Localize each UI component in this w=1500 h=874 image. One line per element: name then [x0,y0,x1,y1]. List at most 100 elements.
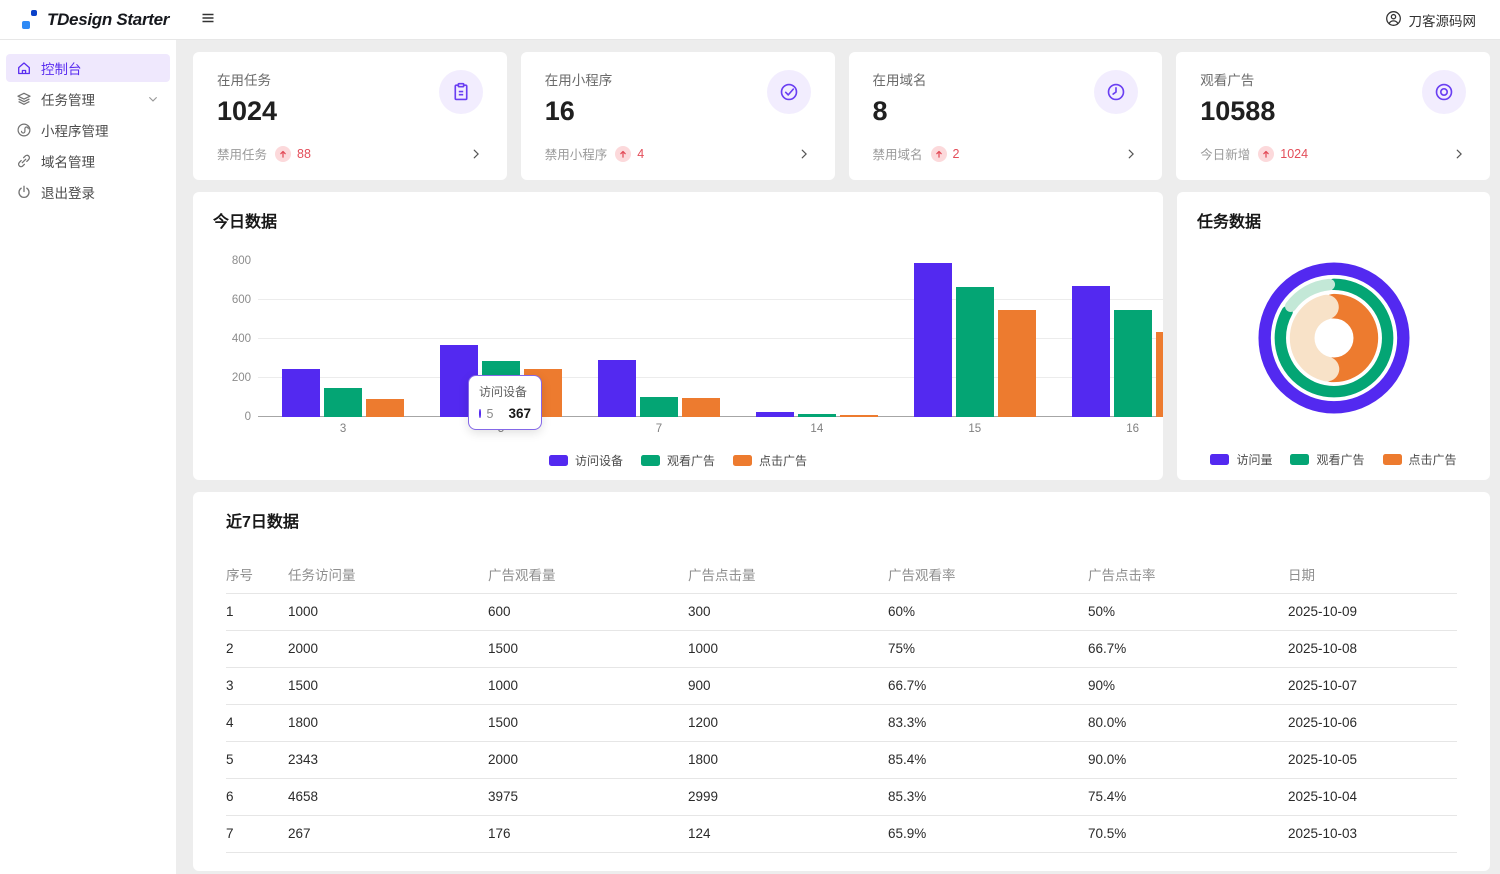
table-cell: 2025-10-04 [1288,778,1457,816]
bar-观看广告-16[interactable] [1113,309,1152,417]
table-header-row: 序号 任务访问量 广告观看量 广告点击量 广告观看率 广告点击率 日期 [226,555,1457,594]
donut-segment-访问量[interactable] [1257,262,1410,414]
sidebar-item-3[interactable]: 域名管理 [6,147,170,175]
home-icon [16,60,32,76]
column-header: 广告观看量 [488,555,688,594]
legend-swatch [1290,454,1310,465]
legend-item-点击广告[interactable]: 点击广告 [733,452,807,469]
bar-点击广告-16[interactable] [1155,331,1163,417]
table-cell: 1800 [688,741,888,779]
logo-text: TDesign Starter [47,9,170,29]
bar-观看广告-7[interactable] [639,396,678,417]
chevron-down-icon [146,92,160,106]
clock-icon [1094,70,1139,114]
donut-segment-点击广告[interactable] [1289,293,1378,383]
bar-观看广告-15[interactable] [955,287,994,417]
bar-点击广告-15[interactable] [997,309,1036,417]
stat-card-0: 在用任务 1024 禁用任务 88 [193,52,507,180]
bar-观看广告-3[interactable] [324,388,363,417]
sidebar-item-2[interactable]: 小程序管理 [6,116,170,144]
legend-item-点击广告[interactable]: 点击广告 [1382,451,1457,468]
column-header: 广告点击量 [688,555,888,594]
bar-访问设备-3[interactable] [282,369,321,417]
trend-badge: 88 [275,145,311,162]
legend-label: 点击广告 [1408,453,1457,467]
donut-chart-legend: 访问量 观看广告 点击广告 [1197,451,1470,468]
arrow-up-icon [615,145,632,162]
legend-swatch [640,455,660,466]
arrow-up-icon [275,145,292,162]
bar-chart-title: 今日数据 [213,214,278,231]
legend-swatch [733,455,752,466]
bar-chart-plot: 0 200 400 600 800 [213,255,1163,423]
bar-点击广告-7[interactable] [681,397,720,417]
table-cell: 70.5% [1088,815,1288,853]
miniprogram-icon [16,122,32,138]
table-cell: 1500 [288,667,488,705]
legend-item-访问量[interactable]: 访问量 [1210,451,1272,468]
table-cell: 4658 [288,778,488,816]
main-content: 在用任务 1024 禁用任务 88 在用小程序 16 禁用小程序 4 在用域名 8 禁用域名 2 观看广… [176,40,1500,874]
table-cell: 2025-10-03 [1288,815,1457,853]
sidebar-item-label: 退出登录 [41,186,95,201]
x-tick-label: 7 [655,423,663,435]
legend-item-观看广告[interactable]: 观看广告 [640,452,715,469]
stat-label: 观看广告 [1200,73,1255,88]
chevron-right-icon[interactable] [469,147,483,161]
sidebar-item-0[interactable]: 控制台 [6,54,170,82]
donut-chart[interactable] [1197,232,1470,438]
bar-点击广告-14[interactable] [839,415,878,417]
table-cell: 300 [688,593,888,631]
bar-访问设备-14[interactable] [755,412,794,417]
y-tick-label: 200 [231,372,251,384]
table-cell: 1000 [488,667,688,705]
column-header: 广告观看率 [888,555,1088,594]
bar-chart-area[interactable] [258,261,1163,417]
bar-访问设备-15[interactable] [913,262,952,417]
stat-footer-label: 今日新增 [1200,148,1251,162]
sidebar-item-1[interactable]: 任务管理 [6,85,170,113]
donut-chart-title: 任务数据 [1197,214,1262,231]
eye-icon [1422,70,1466,114]
legend-item-观看广告[interactable]: 观看广告 [1290,451,1365,468]
table-cell: 85.4% [888,741,1088,779]
table-cell: 66.7% [1088,630,1288,668]
table-cell: 1000 [288,593,488,631]
link-icon [16,153,32,169]
arrow-up-icon [1258,145,1275,162]
legend-item-访问设备[interactable]: 访问设备 [548,452,623,469]
stat-footer-label: 禁用小程序 [544,148,608,162]
bar-点击广告-3[interactable] [366,399,405,417]
tooltip-series-label: 5 [486,406,494,421]
table-cell: 1 [226,593,288,631]
donut-segment-观看广告[interactable] [1274,278,1393,398]
chevron-right-icon[interactable] [1124,147,1138,161]
app-logo[interactable]: TDesign Starter [22,9,180,31]
table-cell: 267 [288,815,488,853]
y-tick-label: 400 [231,333,251,345]
stat-card-3: 观看广告 10588 今日新增 1024 [1176,52,1490,180]
bar-访问设备-7[interactable] [597,360,636,417]
table-cell: 900 [688,667,888,705]
chevron-right-icon[interactable] [1452,147,1466,161]
table-cell: 3975 [488,778,688,816]
bar-观看广告-14[interactable] [797,414,836,417]
y-tick-label: 800 [231,255,251,267]
sidebar-item-4[interactable]: 退出登录 [6,178,170,206]
gridline [258,377,1163,378]
table-row-4: 4 1800 1500 1200 83.3% 80.0% 2025-10-06 [226,704,1457,742]
sidebar-collapse-button[interactable] [196,6,220,33]
table-cell: 2025-10-08 [1288,630,1457,668]
stat-card-2: 在用域名 8 禁用域名 2 [848,52,1163,180]
table-cell: 83.3% [888,704,1088,742]
table-cell: 75% [888,630,1088,668]
y-tick-label: 600 [231,294,251,306]
x-tick-label: 3 [339,423,347,435]
chevron-right-icon[interactable] [797,147,811,161]
user-menu[interactable]: 刀客源码网 [1385,10,1476,30]
stat-footer-label: 禁用任务 [217,148,268,162]
bar-访问设备-16[interactable] [1071,286,1110,417]
task-data-card: 任务数据 访问量 观看广告 点击广告 [1177,192,1490,480]
table-cell: 600 [488,593,688,631]
bar-chart-legend: 访问设备 观看广告 点击广告 [213,452,1143,469]
